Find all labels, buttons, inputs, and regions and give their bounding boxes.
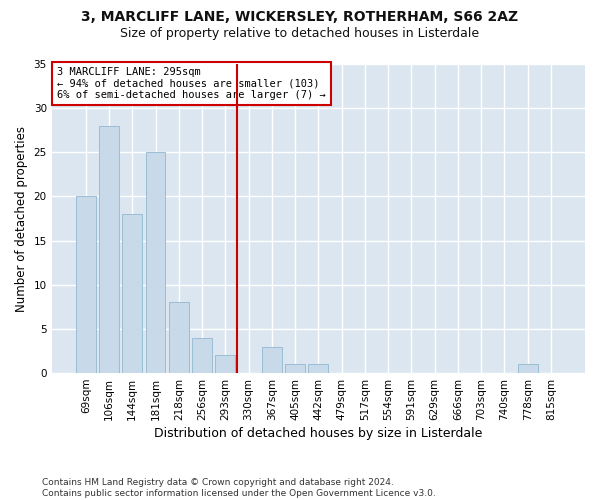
Bar [169, 302, 188, 373]
Text: Contains HM Land Registry data © Crown copyright and database right 2024.
Contai: Contains HM Land Registry data © Crown c… [42, 478, 436, 498]
Text: 3 MARCLIFF LANE: 295sqm
← 94% of detached houses are smaller (103)
6% of semi-de: 3 MARCLIFF LANE: 295sqm ← 94% of detache… [57, 67, 326, 100]
Text: Size of property relative to detached houses in Listerdale: Size of property relative to detached ho… [121, 28, 479, 40]
Bar [262, 346, 282, 373]
Bar [192, 338, 212, 373]
X-axis label: Distribution of detached houses by size in Listerdale: Distribution of detached houses by size … [154, 427, 482, 440]
Bar [99, 126, 119, 373]
Bar [146, 152, 166, 373]
Bar [122, 214, 142, 373]
Y-axis label: Number of detached properties: Number of detached properties [15, 126, 28, 312]
Bar [285, 364, 305, 373]
Bar [518, 364, 538, 373]
Bar [308, 364, 328, 373]
Bar [76, 196, 95, 373]
Bar [215, 356, 235, 373]
Text: 3, MARCLIFF LANE, WICKERSLEY, ROTHERHAM, S66 2AZ: 3, MARCLIFF LANE, WICKERSLEY, ROTHERHAM,… [82, 10, 518, 24]
